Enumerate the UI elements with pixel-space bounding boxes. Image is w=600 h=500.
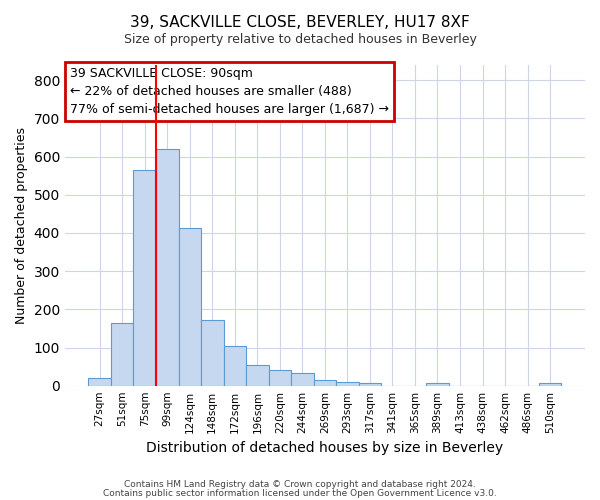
Bar — [201, 320, 224, 386]
Y-axis label: Number of detached properties: Number of detached properties — [15, 127, 28, 324]
Bar — [224, 346, 246, 386]
Bar — [133, 170, 156, 386]
Text: 39, SACKVILLE CLOSE, BEVERLEY, HU17 8XF: 39, SACKVILLE CLOSE, BEVERLEY, HU17 8XF — [130, 15, 470, 30]
Text: Size of property relative to detached houses in Beverley: Size of property relative to detached ho… — [124, 32, 476, 46]
Bar — [291, 373, 314, 386]
Bar — [111, 322, 133, 386]
X-axis label: Distribution of detached houses by size in Beverley: Distribution of detached houses by size … — [146, 441, 503, 455]
Bar — [314, 380, 336, 386]
Text: Contains HM Land Registry data © Crown copyright and database right 2024.: Contains HM Land Registry data © Crown c… — [124, 480, 476, 489]
Bar — [88, 378, 111, 386]
Bar — [179, 228, 201, 386]
Bar — [156, 149, 179, 386]
Bar — [359, 382, 381, 386]
Bar — [246, 366, 269, 386]
Bar — [539, 382, 562, 386]
Bar — [426, 384, 449, 386]
Text: 39 SACKVILLE CLOSE: 90sqm
← 22% of detached houses are smaller (488)
77% of semi: 39 SACKVILLE CLOSE: 90sqm ← 22% of detac… — [70, 66, 389, 116]
Text: Contains public sector information licensed under the Open Government Licence v3: Contains public sector information licen… — [103, 488, 497, 498]
Bar — [269, 370, 291, 386]
Bar — [336, 382, 359, 386]
